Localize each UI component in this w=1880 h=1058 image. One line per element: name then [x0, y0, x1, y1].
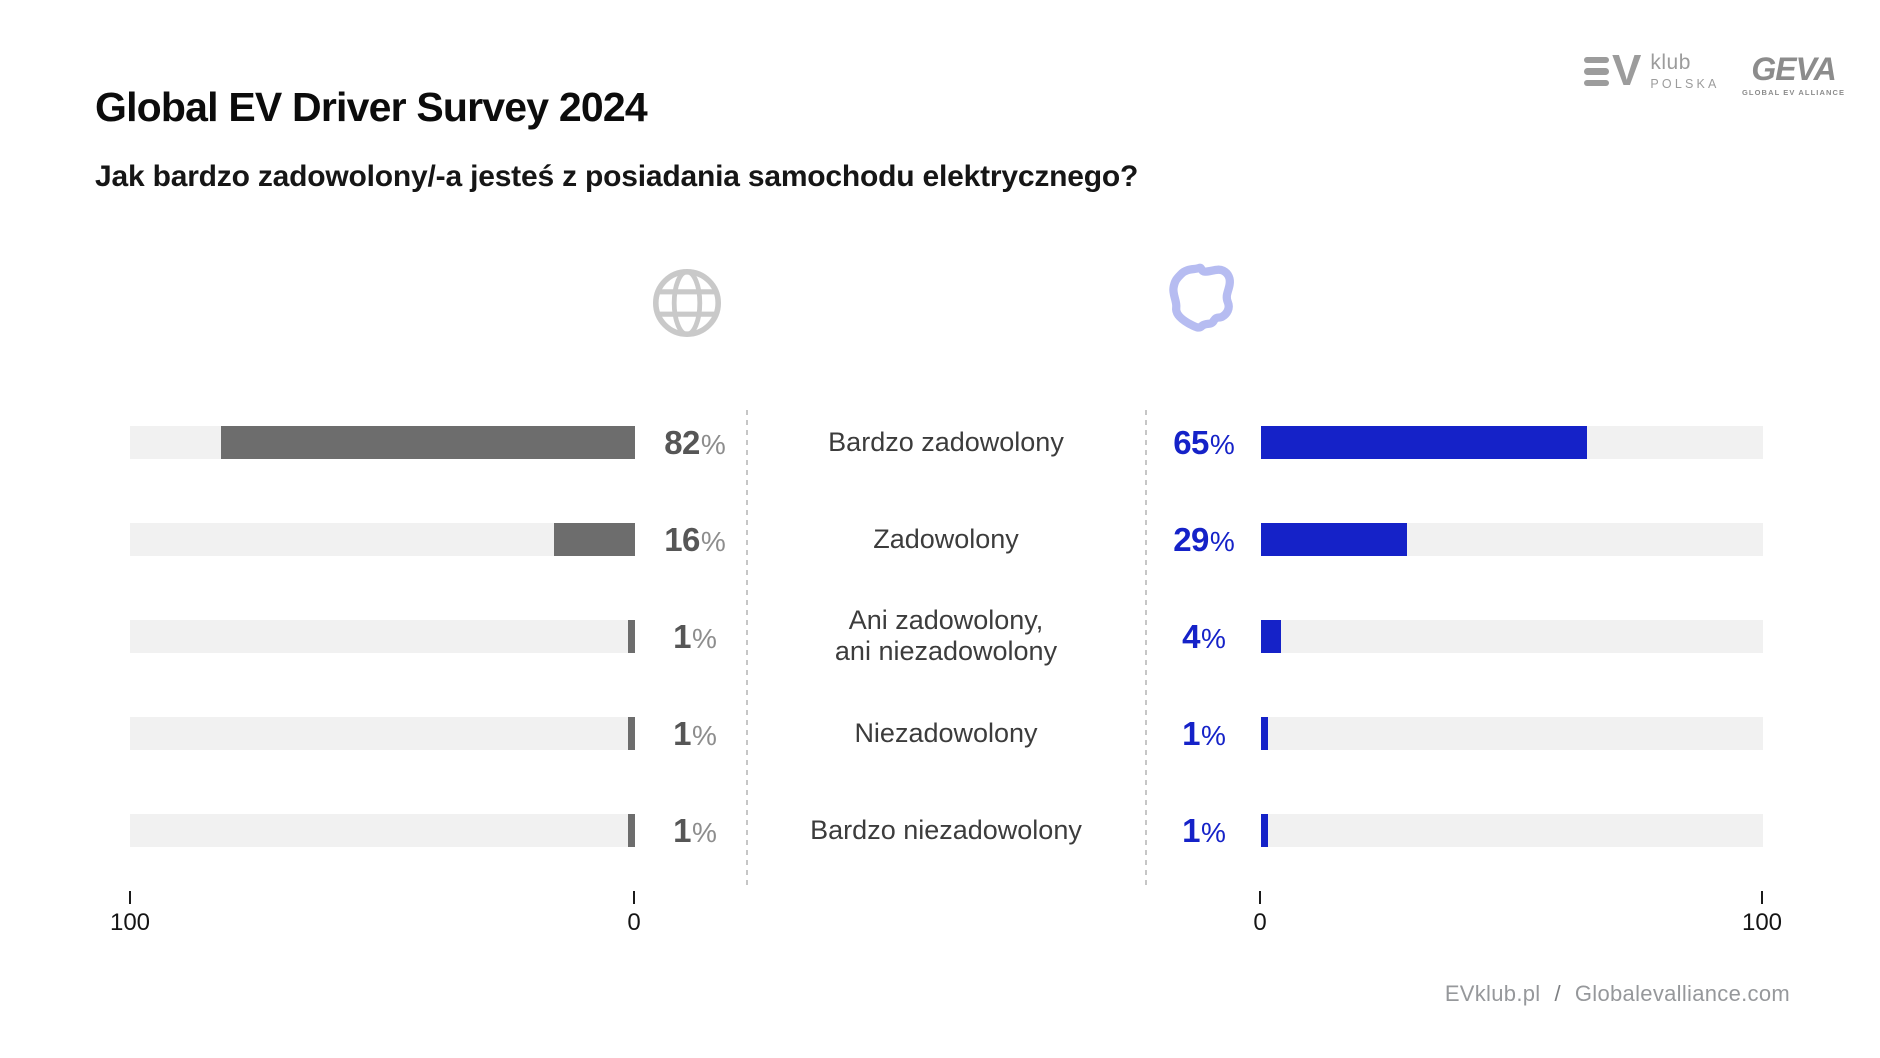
poland-bar-track [1261, 620, 1763, 653]
category-label: Niezadowolony [854, 717, 1038, 748]
global-value-label-number: 82 [664, 423, 700, 461]
poland-bar-fill [1261, 717, 1268, 750]
axis-tick-global-0 [633, 891, 635, 904]
global-bar-fill [628, 717, 635, 750]
poland-value-label: 29% [1158, 521, 1250, 559]
category-label: Bardzo niezadowolony [810, 814, 1082, 845]
poland-value-label-number: 29 [1173, 520, 1209, 558]
global-value-label-number: 1 [673, 811, 691, 849]
poland-value-label-number: 4 [1182, 617, 1200, 655]
poland-bar-track [1261, 523, 1763, 556]
axis-label-global-end: 0 [627, 909, 641, 936]
ev-logo-mark: V [1584, 46, 1642, 96]
axis-label-poland-start: 0 [1253, 909, 1267, 936]
global-value-label: 1% [650, 715, 740, 753]
global-bar-fill [628, 620, 635, 653]
global-value-label-suffix: % [700, 428, 726, 460]
axis-tick-global-100 [129, 891, 131, 904]
global-bar-fill [554, 523, 635, 556]
global-value-label-suffix: % [700, 525, 726, 557]
evklub-logo-text: klub POLSKA [1650, 52, 1719, 91]
category-label: Ani zadowolony, ani niezadowolony [834, 604, 1058, 667]
axis-tick-poland-100 [1761, 891, 1763, 904]
global-value-label-number: 1 [673, 714, 691, 752]
global-value-label: 82% [650, 424, 740, 462]
footer-site-geva: Globalevalliance.com [1574, 981, 1790, 1006]
evklub-klub-label: klub [1650, 51, 1691, 74]
poland-value-label: 4% [1158, 618, 1250, 656]
geva-tagline: GLOBAL EV ALLIANCE [1742, 88, 1846, 97]
divider-dashed-line-right [1145, 410, 1147, 885]
axis-label-global-start: 100 [109, 909, 151, 936]
poland-bar-track [1261, 814, 1763, 847]
footer-separator: / [1554, 981, 1561, 1006]
poland-value-label-suffix: % [1200, 719, 1226, 751]
global-bar-fill [628, 814, 635, 847]
geva-name: GEVA [1751, 51, 1836, 87]
poland-bar-track [1261, 426, 1763, 459]
global-value-label: 1% [650, 618, 740, 656]
poland-value-label-suffix: % [1209, 428, 1235, 460]
survey-question: Jak bardzo zadowolony/-a jesteś z posiad… [95, 160, 1139, 193]
global-value-label-number: 16 [664, 520, 700, 558]
global-value-label-suffix: % [691, 816, 717, 848]
global-value-label-suffix: % [691, 719, 717, 751]
poland-value-label-number: 65 [1173, 423, 1209, 461]
ev-bars-icon [1584, 56, 1609, 86]
global-bar-track [130, 717, 635, 750]
axis-tick-poland-0 [1259, 891, 1261, 904]
poland-value-label-suffix: % [1200, 816, 1226, 848]
poland-bar-fill [1261, 814, 1268, 847]
poland-value-label-suffix: % [1200, 622, 1226, 654]
global-value-label: 16% [650, 521, 740, 559]
global-value-label-number: 1 [673, 617, 691, 655]
poland-bar-fill [1261, 523, 1407, 556]
globe-icon [653, 269, 721, 337]
poland-value-label-number: 1 [1182, 714, 1200, 752]
poland-map-icon [1169, 263, 1234, 332]
page-title: Global EV Driver Survey 2024 [95, 84, 648, 130]
footer: EVklub.pl / Globalevalliance.com [1445, 981, 1790, 1007]
footer-site-evklub: EVklub.pl [1444, 981, 1541, 1006]
poland-value-label-suffix: % [1209, 525, 1235, 557]
evklub-polska-label: POLSKA [1650, 77, 1720, 91]
poland-value-label: 1% [1158, 812, 1250, 850]
global-value-label: 1% [650, 812, 740, 850]
poland-value-label: 65% [1158, 424, 1250, 462]
poland-value-label: 1% [1158, 715, 1250, 753]
axis-label-poland-end: 100 [1741, 909, 1783, 936]
evklub-polska-logo: V klub POLSKA [1584, 46, 1720, 96]
global-bar-track [130, 814, 635, 847]
category-label: Bardzo zadowolony [828, 426, 1064, 457]
category-label: Zadowolony [873, 523, 1019, 554]
poland-value-label-number: 1 [1182, 811, 1200, 849]
divider-dashed-line-left [746, 410, 748, 885]
poland-bar-fill [1261, 426, 1588, 459]
ev-logo-v: V [1612, 46, 1642, 96]
poland-bar-track [1261, 717, 1763, 750]
global-bar-track [130, 620, 635, 653]
poland-bar-fill [1261, 620, 1282, 653]
global-value-label-suffix: % [691, 622, 717, 654]
global-bar-track [130, 523, 635, 556]
geva-logo: GEVA GLOBAL EV ALLIANCE [1742, 53, 1845, 97]
global-bar-fill [220, 426, 635, 459]
global-bar-track [130, 426, 635, 459]
